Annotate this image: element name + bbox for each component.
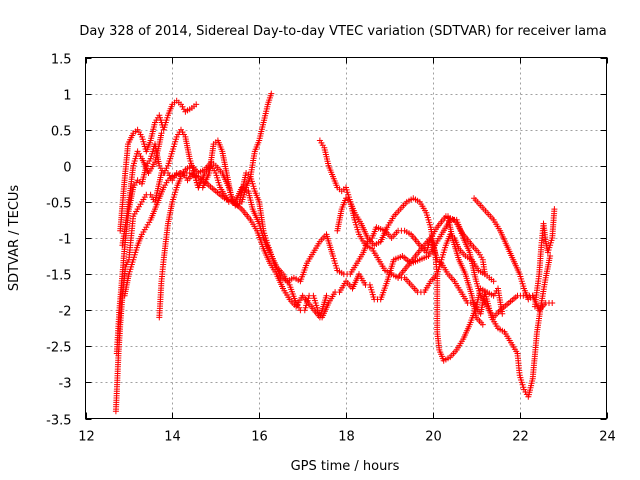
series-s4 [156, 90, 275, 321]
series-markers [531, 206, 558, 310]
x-tick-label: 16 [251, 430, 268, 445]
series-s2 [113, 126, 554, 400]
series-s7 [334, 195, 506, 364]
x-tick-label: 20 [425, 430, 442, 445]
y-axis-label: SDTVAR / TECUs [7, 185, 22, 292]
y-tick-label: 0 [63, 161, 71, 176]
y-tick-label: 1 [63, 89, 71, 104]
series-markers [112, 162, 556, 415]
series-markers [121, 170, 330, 321]
y-tick-label: -0.5 [46, 197, 71, 212]
series-s9 [471, 195, 536, 303]
series-s1 [112, 162, 556, 415]
y-tick-label: -2.5 [46, 341, 71, 356]
y-tick-label: -1.5 [46, 269, 71, 284]
series-markers [156, 90, 275, 321]
series-s5 [121, 170, 330, 321]
x-tick-label: 24 [599, 430, 616, 445]
y-tick-label: 1.5 [51, 53, 72, 68]
y-tick-label: -2 [59, 305, 72, 320]
y-tick-label: -1 [59, 233, 72, 248]
series-markers [119, 130, 165, 249]
series-markers [334, 195, 506, 364]
series-markers [471, 195, 536, 303]
series-s3 [117, 97, 200, 234]
series-s12 [445, 213, 486, 328]
x-tick-label: 18 [338, 430, 355, 445]
y-tick-label: -3 [59, 377, 72, 392]
axis-ticks [85, 57, 608, 420]
y-tick-labels: 1.5 1 0.5 0 -0.5 -1 -1.5 -2 -2.5 -3 -3.5 [46, 53, 71, 429]
series-s10 [531, 206, 558, 310]
series-s11 [119, 130, 165, 249]
grid [85, 57, 607, 419]
x-tick-label: 22 [512, 430, 529, 445]
series-markers [113, 126, 554, 400]
y-tick-label: -3.5 [46, 414, 71, 429]
x-tick-labels: 12 14 16 18 20 22 24 [78, 430, 616, 445]
chart-title: Day 328 of 2014, Sidereal Day-to-day VTE… [79, 24, 606, 39]
x-tick-label: 14 [164, 430, 181, 445]
x-axis-label: GPS time / hours [291, 459, 400, 474]
x-tick-label: 12 [78, 430, 95, 445]
y-tick-label: 0.5 [51, 125, 72, 140]
series-markers [445, 213, 486, 328]
data-points [112, 90, 558, 415]
series-markers [117, 97, 200, 234]
